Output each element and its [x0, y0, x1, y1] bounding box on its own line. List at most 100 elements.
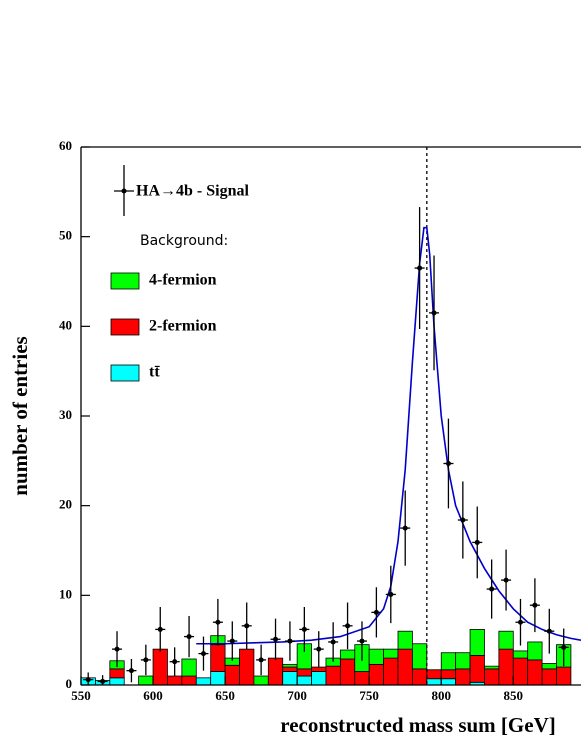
x-axis-label: reconstructed mass sum [GeV] [280, 713, 555, 737]
bar-segment [498, 648, 514, 686]
bar-segment [282, 666, 298, 672]
bar-segment [354, 671, 370, 686]
data-point [460, 517, 466, 523]
data-point [388, 591, 394, 597]
bar-segment [152, 648, 168, 686]
y-tick-label: 0 [66, 676, 73, 691]
legend-label: 2-fermion [149, 318, 217, 335]
bar-segment [469, 655, 485, 683]
bar-segment [455, 652, 471, 670]
bar-segment [282, 663, 298, 668]
bar-segment [512, 657, 529, 686]
bar-segment [512, 650, 529, 659]
bar-segment [412, 668, 428, 686]
data-point [345, 623, 351, 629]
bar-segment [498, 630, 514, 650]
data-point [229, 638, 235, 644]
y-tick-label: 30 [59, 407, 72, 422]
legend-swatch [110, 364, 140, 382]
data-point [85, 677, 91, 683]
x-tick-label: 800 [431, 688, 451, 703]
bar-segment [412, 643, 428, 670]
y-axis-label: number of entries [8, 336, 32, 495]
bar-segment [484, 665, 500, 670]
bar-segment [109, 677, 125, 686]
y-tick-label: 50 [59, 228, 72, 243]
bar-segment [296, 675, 312, 686]
bar-segment [282, 671, 298, 686]
fit-curve [196, 226, 581, 645]
data-point [445, 461, 451, 467]
legend-swatch [110, 318, 140, 336]
data-point [215, 619, 221, 625]
data-point [172, 659, 178, 665]
bar-segment [253, 675, 269, 686]
bar-segment [210, 644, 226, 672]
data-point [359, 638, 365, 644]
data-point [330, 639, 336, 645]
legend-swatch [110, 272, 140, 290]
data-point [186, 634, 192, 640]
bar-segment [541, 668, 557, 686]
legend-marker [121, 188, 127, 194]
y-tick-label: 40 [59, 317, 72, 332]
bar-segment [484, 668, 500, 686]
bar-segment [383, 657, 399, 686]
legend-label: HA→4b - Signal [136, 183, 249, 200]
bar-segment [109, 668, 125, 679]
data-point [273, 636, 279, 642]
bar-segment [267, 657, 284, 686]
bar-segment [527, 641, 543, 661]
bar-segment [167, 675, 183, 686]
data-point [143, 657, 149, 663]
data-point [316, 646, 322, 652]
bar-segment [383, 648, 399, 659]
data-point [157, 626, 163, 632]
bar-segment [556, 666, 572, 686]
bar-segment [440, 652, 457, 671]
y-tick-label: 10 [59, 586, 72, 601]
bar-segment [138, 675, 154, 686]
data-point [301, 626, 307, 632]
data-point [503, 577, 509, 583]
bar-segment [296, 668, 312, 677]
data-point [200, 651, 206, 657]
x-tick-label: 700 [287, 688, 307, 703]
bar-segment [181, 658, 197, 677]
data-point [474, 539, 480, 545]
data-point [517, 619, 523, 625]
data-point [373, 609, 379, 615]
bar-segment [368, 648, 384, 665]
y-tick-label: 20 [59, 497, 72, 512]
x-tick-label: 550 [71, 688, 91, 703]
y-tick-label: 60 [59, 138, 72, 153]
data-point [561, 644, 567, 650]
data-point [532, 602, 538, 608]
bar-segment [325, 665, 341, 686]
bar-segment [368, 663, 384, 686]
bar-segment [239, 648, 255, 686]
bar-segment [440, 669, 457, 680]
bar-segment [527, 659, 543, 686]
x-tick-label: 850 [504, 688, 524, 703]
data-point [417, 265, 423, 271]
bar-segment [195, 677, 212, 686]
bar-segment [397, 630, 413, 650]
bar-segment [541, 663, 557, 670]
bar-segment [426, 678, 442, 686]
legend-label: 4-fermion [149, 272, 217, 289]
data-point [431, 310, 437, 316]
bar-segment [397, 648, 413, 686]
data-point [128, 668, 134, 674]
x-tick-label: 600 [143, 688, 163, 703]
data-point [402, 525, 408, 531]
data-point [244, 623, 250, 629]
bar-segment [469, 629, 485, 656]
bar-segment [339, 649, 356, 660]
legend-heading: Background: [140, 233, 228, 249]
bar-segment [224, 664, 240, 686]
data-point [114, 646, 120, 652]
x-tick-label: 750 [359, 688, 379, 703]
data-point [100, 678, 106, 684]
